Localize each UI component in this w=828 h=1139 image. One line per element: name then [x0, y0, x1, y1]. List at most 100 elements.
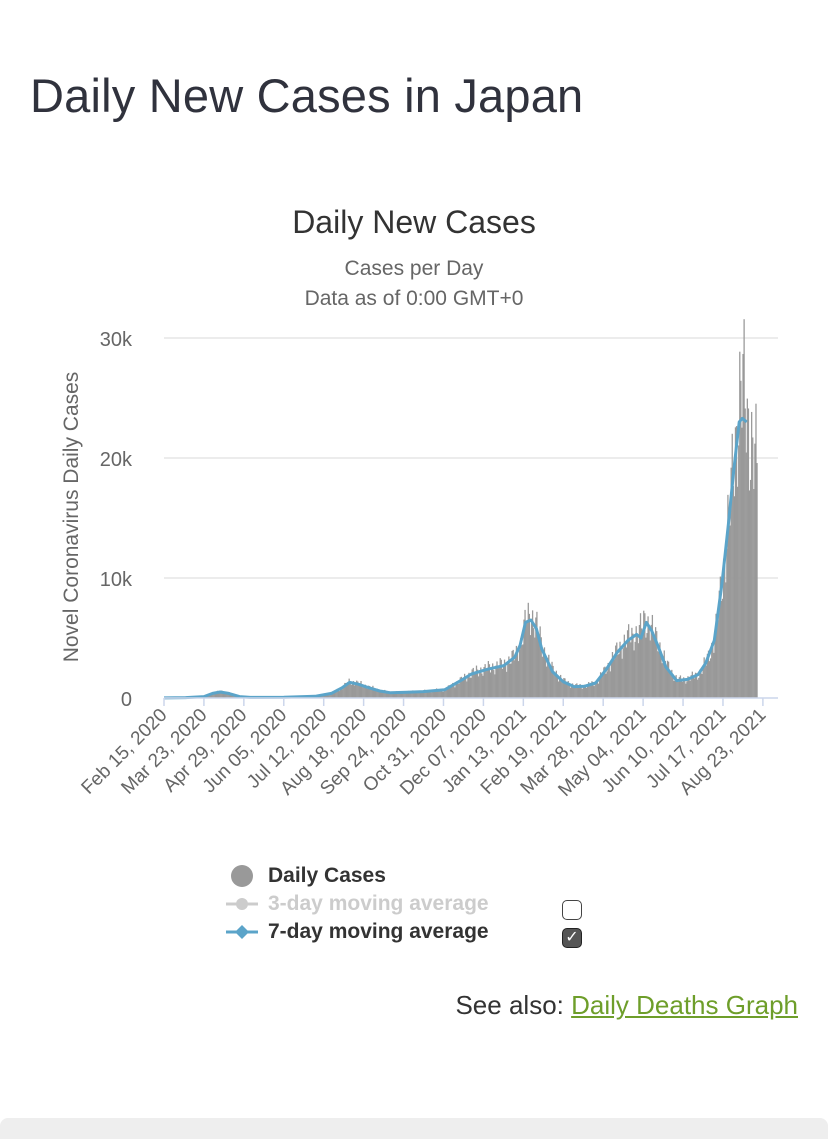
daily-cases-bar	[476, 669, 479, 698]
daily-cases-bar	[671, 669, 673, 698]
daily-cases-bar	[731, 433, 733, 698]
daily-cases-bar	[717, 620, 719, 698]
daily-cases-bar	[745, 452, 747, 698]
daily-cases-bar	[437, 689, 439, 698]
daily-cases-bar	[644, 613, 646, 698]
daily-cases-bar	[637, 643, 639, 698]
daily-cases-bar	[589, 684, 591, 698]
daily-cases-bar	[562, 681, 564, 698]
daily-cases-bar	[593, 686, 595, 698]
daily-cases-bar	[697, 679, 699, 698]
daily-cases-bar	[499, 658, 501, 698]
daily-cases-bar	[677, 681, 679, 698]
daily-cases-bar	[683, 677, 685, 698]
daily-cases-bar	[710, 658, 712, 698]
daily-cases-bar	[375, 689, 377, 698]
daily-cases-bar	[753, 489, 755, 698]
daily-cases-bar	[653, 639, 656, 698]
daily-cases-bar	[496, 661, 498, 698]
daily-cases-bar	[651, 614, 654, 698]
daily-cases-bar	[448, 685, 451, 698]
daily-cases-bar	[225, 692, 227, 698]
daily-cases-bar	[407, 690, 410, 698]
daily-cases-bar	[535, 617, 537, 698]
daily-cases-bar	[215, 692, 218, 698]
daily-cases-bar	[456, 681, 458, 698]
daily-cases-bar	[733, 496, 736, 698]
daily-cases-bar	[754, 443, 756, 698]
daily-cases-bar	[620, 647, 622, 698]
daily-cases-bar	[365, 688, 368, 698]
daily-cases-bar	[656, 631, 658, 698]
daily-cases-bar	[422, 691, 425, 698]
daily-cases-bar	[603, 667, 605, 698]
daily-cases-bar	[596, 682, 598, 698]
daily-deaths-graph-link[interactable]: Daily Deaths Graph	[571, 990, 798, 1020]
daily-cases-bar	[213, 692, 215, 698]
daily-cases-bar	[507, 662, 509, 698]
daily-cases-bar	[359, 683, 361, 698]
daily-cases-bar	[399, 692, 401, 698]
daily-cases-bar	[705, 665, 707, 698]
daily-cases-bar	[734, 427, 737, 698]
daily-cases-bar	[602, 675, 604, 698]
daily-cases-bar	[702, 665, 704, 698]
daily-cases-bar	[508, 656, 510, 698]
daily-cases-bar	[654, 627, 657, 698]
daily-cases-bar	[397, 691, 399, 698]
daily-cases-bar	[669, 672, 671, 698]
daily-cases-bar	[489, 672, 492, 698]
daily-cases-bar	[692, 676, 695, 698]
daily-cases-bar	[462, 678, 465, 698]
daily-cases-bar	[630, 642, 632, 698]
daily-cases-bar	[451, 685, 453, 698]
daily-cases-bar	[628, 624, 630, 698]
daily-cases-bar	[728, 509, 730, 698]
legend-3day-average[interactable]: 3-day moving average	[224, 890, 489, 918]
daily-cases-bar	[615, 645, 617, 698]
daily-cases-bar	[623, 634, 625, 698]
daily-cases-bar	[420, 690, 423, 698]
daily-cases-bar	[506, 671, 508, 698]
daily-cases-bar	[445, 689, 447, 698]
daily-cases-bar	[639, 613, 642, 698]
daily-cases-bar	[323, 694, 325, 698]
daily-cases-bar	[708, 661, 711, 698]
daily-cases-bar	[660, 651, 662, 698]
daily-cases-bar	[372, 685, 374, 698]
daily-cases-bar	[747, 408, 750, 698]
daily-cases-bar	[711, 642, 713, 698]
daily-cases-bar	[521, 645, 523, 698]
page-title: Daily New Cases in Japan	[30, 69, 584, 122]
daily-cases-bar	[344, 682, 346, 698]
daily-cases-bar	[224, 691, 226, 698]
daily-cases-bar	[691, 671, 693, 698]
legend-7day-average[interactable]: 7-day moving average	[224, 918, 489, 946]
daily-cases-bar	[588, 682, 590, 698]
daily-cases-bar	[493, 670, 495, 698]
daily-cases-bar	[510, 663, 512, 698]
chart-subtitle-1: Cases per Day	[345, 257, 484, 280]
checkbox-7day-average[interactable]: ✓	[562, 928, 582, 948]
daily-cases-bar	[378, 692, 381, 698]
daily-cases-bar	[649, 640, 651, 698]
daily-cases-bar	[701, 673, 703, 698]
daily-cases-bar	[756, 463, 758, 698]
daily-cases-bar	[364, 684, 366, 698]
daily-cases-bar	[610, 661, 613, 698]
legend-daily-cases[interactable]: Daily Cases	[224, 862, 489, 890]
y-tick-label: 10k	[100, 569, 133, 591]
daily-cases-bar	[222, 692, 224, 698]
daily-cases-bar	[512, 649, 514, 698]
grid-lines	[164, 337, 778, 579]
daily-cases-bar	[343, 687, 345, 698]
daily-cases-bar	[746, 398, 748, 698]
daily-cases-bar	[561, 680, 563, 698]
checkbox-3day-average[interactable]	[562, 900, 582, 920]
y-axis-title: Novel Coronavirus Daily Cases	[60, 372, 83, 663]
daily-cases-bar	[348, 678, 350, 698]
daily-cases-bar	[438, 691, 440, 698]
daily-cases-bar	[384, 689, 386, 698]
daily-cases-bar	[658, 651, 660, 698]
daily-cases-bar	[469, 677, 471, 698]
